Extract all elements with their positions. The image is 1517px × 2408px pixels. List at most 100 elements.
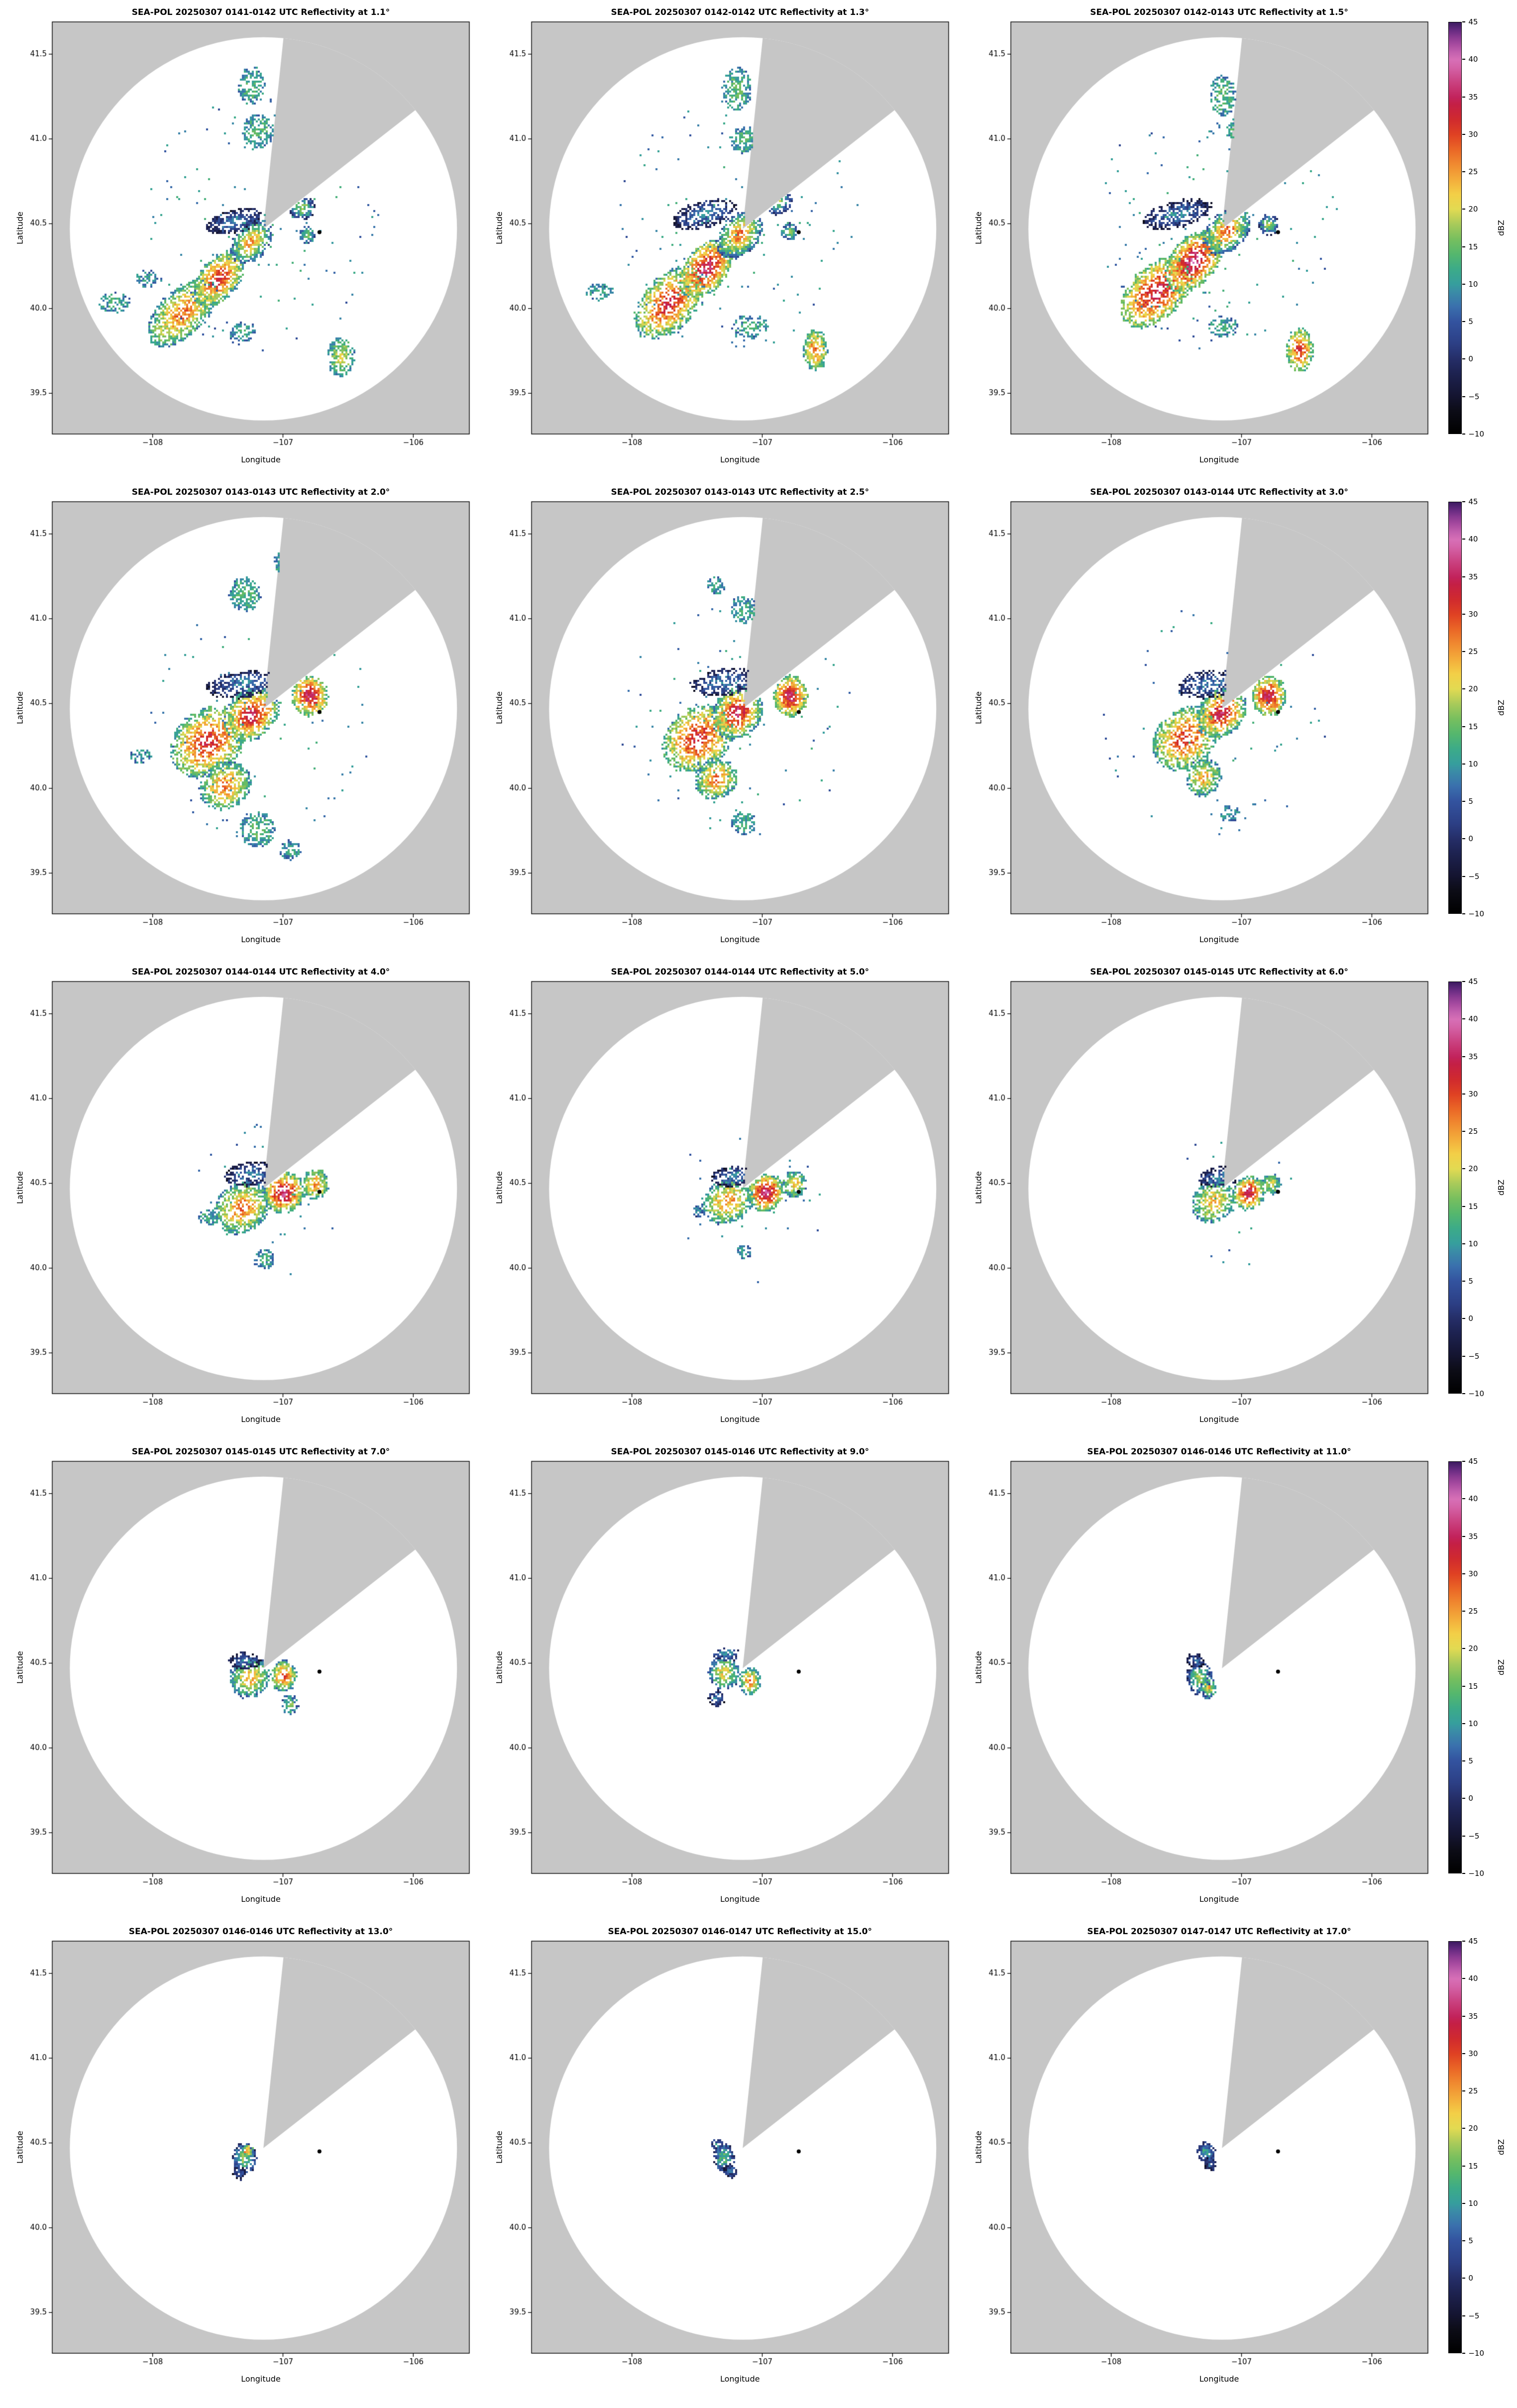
colorbar-tick-mark bbox=[1462, 2053, 1466, 2054]
panel-title: SEA-POL 20250307 0144-0144 UTC Reflectiv… bbox=[131, 967, 390, 977]
colorbar-tick-mark bbox=[1462, 763, 1466, 765]
panel-title: SEA-POL 20250307 0143-0143 UTC Reflectiv… bbox=[131, 487, 390, 497]
radar-ppi-canvas bbox=[484, 1922, 965, 2398]
colorbar-tick-mark bbox=[1462, 2315, 1466, 2316]
colorbar-tick-label: 20 bbox=[1468, 684, 1478, 694]
colorbar-tick-label: 15 bbox=[1468, 242, 1478, 251]
y-axis-label: Latitude bbox=[494, 212, 504, 244]
colorbar-tick-label: 5 bbox=[1468, 1277, 1473, 1286]
colorbar-tick-label: 30 bbox=[1468, 1089, 1478, 1098]
panel-title: SEA-POL 20250307 0142-0143 UTC Reflectiv… bbox=[1090, 7, 1348, 17]
colorbar-tick-mark bbox=[1462, 576, 1466, 577]
colorbar-tick-mark bbox=[1462, 1498, 1466, 1500]
radar-panel: SEA-POL 20250307 0146-0146 UTC Reflectiv… bbox=[963, 1442, 1444, 1918]
radar-panel: SEA-POL 20250307 0141-0142 UTC Reflectiv… bbox=[5, 3, 485, 479]
colorbar: dBZ 45 40 35 30 25 20 15 10 5 0 −5 −10 bbox=[1442, 3, 1517, 479]
colorbar-tick-mark bbox=[1462, 1760, 1466, 1762]
colorbar-tick-mark bbox=[1462, 913, 1466, 914]
panel-title: SEA-POL 20250307 0146-0146 UTC Reflectiv… bbox=[128, 1927, 393, 1937]
colorbar-tick-mark bbox=[1462, 283, 1466, 285]
colorbar-tick-mark bbox=[1462, 396, 1466, 397]
colorbar-tick-label: −5 bbox=[1468, 2311, 1480, 2320]
colorbar-tick-label: 45 bbox=[1468, 17, 1478, 26]
colorbar-tick-mark bbox=[1462, 726, 1466, 727]
radar-panel: SEA-POL 20250307 0145-0146 UTC Reflectiv… bbox=[484, 1442, 965, 1918]
x-axis-label: Longitude bbox=[241, 1894, 281, 1904]
colorbar-tick-label: −10 bbox=[1468, 1869, 1484, 1878]
colorbar-unit-label: dBZ bbox=[1496, 1179, 1506, 1196]
colorbar-tick-label: 25 bbox=[1468, 2086, 1478, 2096]
colorbar-tick-label: 40 bbox=[1468, 1494, 1478, 1504]
colorbar-tick-mark bbox=[1462, 501, 1466, 502]
x-axis-label: Longitude bbox=[241, 935, 281, 944]
radar-ppi-canvas bbox=[5, 1922, 485, 2398]
colorbar-tick-label: 15 bbox=[1468, 2161, 1478, 2171]
colorbar-tick-mark bbox=[1462, 1318, 1466, 1319]
radar-ppi-canvas bbox=[5, 3, 485, 479]
y-axis-label: Latitude bbox=[494, 1651, 504, 1684]
panel-title: SEA-POL 20250307 0147-0147 UTC Reflectiv… bbox=[1087, 1927, 1351, 1937]
radar-panel: SEA-POL 20250307 0143-0144 UTC Reflectiv… bbox=[963, 483, 1444, 959]
colorbar-tick-label: 30 bbox=[1468, 609, 1478, 619]
colorbar-tick-label: −5 bbox=[1468, 872, 1480, 881]
y-axis-label: Latitude bbox=[974, 691, 983, 724]
panel-title: SEA-POL 20250307 0143-0144 UTC Reflectiv… bbox=[1090, 487, 1348, 497]
colorbar-tick-mark bbox=[1462, 1243, 1466, 1244]
colorbar-tick-mark bbox=[1462, 838, 1466, 840]
x-axis-label: Longitude bbox=[1199, 455, 1239, 464]
x-axis-label: Longitude bbox=[720, 1894, 760, 1904]
colorbar-tick-mark bbox=[1462, 1941, 1466, 1942]
colorbar: dBZ 45 40 35 30 25 20 15 10 5 0 −5 −10 bbox=[1442, 1442, 1517, 1918]
colorbar-tick-label: 0 bbox=[1468, 354, 1473, 364]
radar-panel: SEA-POL 20250307 0144-0144 UTC Reflectiv… bbox=[5, 963, 485, 1438]
radar-ppi-canvas bbox=[963, 1922, 1444, 2398]
colorbar-tick-mark bbox=[1462, 246, 1466, 247]
colorbar-unit-label: dBZ bbox=[1496, 699, 1506, 716]
radar-ppi-canvas bbox=[484, 483, 965, 959]
colorbar-tick-label: 10 bbox=[1468, 279, 1478, 289]
x-axis-label: Longitude bbox=[1199, 1415, 1239, 1424]
colorbar-tick-label: 20 bbox=[1468, 1164, 1478, 1174]
colorbar-gradient bbox=[1448, 502, 1462, 914]
panel-title: SEA-POL 20250307 0145-0145 UTC Reflectiv… bbox=[1090, 967, 1348, 977]
radar-ppi-canvas bbox=[5, 963, 485, 1438]
colorbar-tick-label: 20 bbox=[1468, 2124, 1478, 2133]
radar-panel: SEA-POL 20250307 0146-0146 UTC Reflectiv… bbox=[5, 1922, 485, 2398]
colorbar-tick-label: 35 bbox=[1468, 92, 1478, 102]
colorbar-tick-label: 20 bbox=[1468, 205, 1478, 214]
colorbar-tick-mark bbox=[1462, 1281, 1466, 1282]
figure-row: SEA-POL 20250307 0144-0144 UTC Reflectiv… bbox=[5, 963, 1517, 1442]
panel-title: SEA-POL 20250307 0144-0144 UTC Reflectiv… bbox=[611, 967, 869, 977]
x-axis-label: Longitude bbox=[241, 2374, 281, 2384]
colorbar-gradient bbox=[1448, 1461, 1462, 1873]
colorbar-tick-mark bbox=[1462, 59, 1466, 60]
colorbar-tick-mark bbox=[1462, 1461, 1466, 1462]
colorbar: dBZ 45 40 35 30 25 20 15 10 5 0 −5 −10 bbox=[1442, 1922, 1517, 2398]
radar-ppi-canvas bbox=[5, 483, 485, 959]
y-axis-label: Latitude bbox=[15, 212, 25, 244]
y-axis-label: Latitude bbox=[494, 691, 504, 724]
colorbar-tick-mark bbox=[1462, 21, 1466, 22]
colorbar-tick-label: 0 bbox=[1468, 1794, 1473, 1803]
colorbar-tick-mark bbox=[1462, 1723, 1466, 1724]
y-axis-label: Latitude bbox=[974, 1651, 983, 1684]
colorbar-tick-mark bbox=[1462, 1978, 1466, 1979]
colorbar-tick-mark bbox=[1462, 1835, 1466, 1837]
colorbar-tick-mark bbox=[1462, 358, 1466, 360]
x-axis-label: Longitude bbox=[720, 1415, 760, 1424]
colorbar-tick-label: 5 bbox=[1468, 1756, 1473, 1766]
colorbar-tick-mark bbox=[1462, 801, 1466, 802]
colorbar-tick-label: 40 bbox=[1468, 535, 1478, 544]
colorbar-tick-mark bbox=[1462, 981, 1466, 982]
radar-panel: SEA-POL 20250307 0143-0143 UTC Reflectiv… bbox=[484, 483, 965, 959]
radar-ppi-canvas bbox=[963, 1442, 1444, 1918]
colorbar-tick-mark bbox=[1462, 321, 1466, 323]
colorbar-tick-label: −10 bbox=[1468, 1389, 1484, 1398]
colorbar-tick-mark bbox=[1462, 1131, 1466, 1132]
x-axis-label: Longitude bbox=[1199, 2374, 1239, 2384]
colorbar-tick-label: 35 bbox=[1468, 1052, 1478, 1061]
colorbar-tick-mark bbox=[1462, 876, 1466, 877]
radar-panel: SEA-POL 20250307 0144-0144 UTC Reflectiv… bbox=[484, 963, 965, 1438]
colorbar-tick-mark bbox=[1462, 1018, 1466, 1020]
figure-row: SEA-POL 20250307 0143-0143 UTC Reflectiv… bbox=[5, 483, 1517, 963]
